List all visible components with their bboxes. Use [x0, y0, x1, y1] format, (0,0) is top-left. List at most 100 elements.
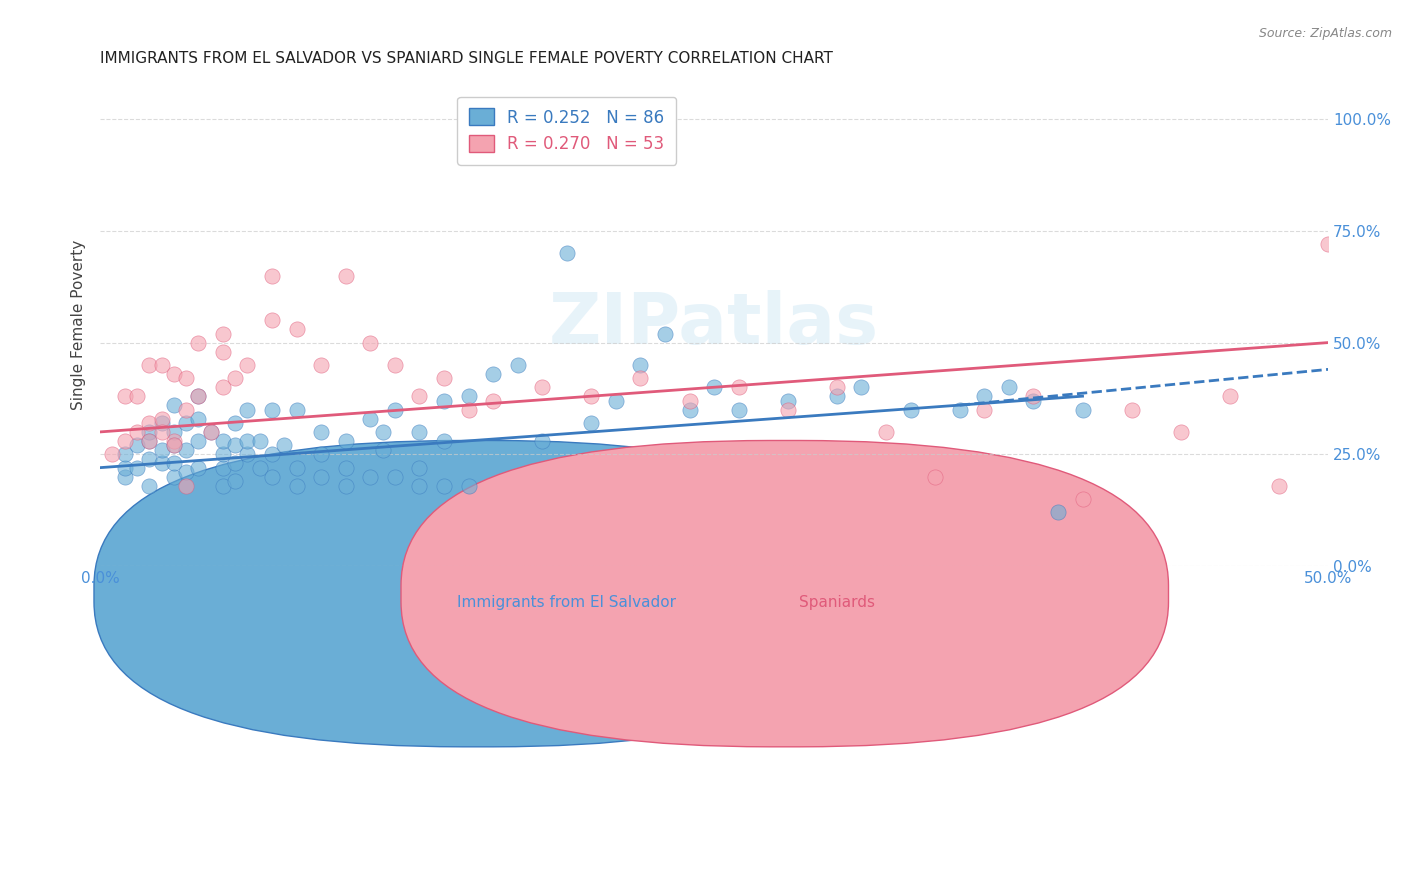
Text: ZIPatlas: ZIPatlas [550, 290, 879, 359]
Point [212, 344, 235, 359]
Point [581, 389, 603, 403]
Point [433, 393, 456, 408]
Point [174, 371, 197, 385]
Point [150, 411, 173, 425]
Point [678, 393, 700, 408]
Point [482, 367, 505, 381]
Point [776, 393, 799, 408]
Point [630, 358, 652, 372]
Point [703, 380, 725, 394]
Point [371, 442, 394, 457]
Point [138, 358, 160, 372]
Point [630, 371, 652, 385]
Point [150, 456, 173, 470]
Point [187, 389, 209, 403]
Point [236, 447, 259, 461]
Point [654, 326, 676, 341]
Point [163, 367, 186, 381]
Point [678, 402, 700, 417]
FancyBboxPatch shape [401, 441, 1168, 747]
Point [114, 469, 136, 483]
Point [949, 402, 972, 417]
Point [727, 402, 749, 417]
Point [138, 478, 160, 492]
Point [114, 447, 136, 461]
Point [138, 434, 160, 448]
Legend: R = 0.252   N = 86, R = 0.270   N = 53: R = 0.252 N = 86, R = 0.270 N = 53 [457, 96, 676, 165]
Point [212, 326, 235, 341]
Point [335, 460, 357, 475]
Point [125, 460, 148, 475]
Point [1317, 237, 1340, 252]
Point [998, 380, 1021, 394]
Point [1219, 389, 1241, 403]
Point [309, 358, 332, 372]
Point [825, 389, 848, 403]
Point [260, 447, 283, 461]
Point [174, 416, 197, 430]
Point [851, 380, 873, 394]
Point [1170, 425, 1192, 439]
Point [457, 402, 479, 417]
Point [138, 434, 160, 448]
Point [163, 456, 186, 470]
Point [200, 425, 222, 439]
Point [457, 389, 479, 403]
Point [125, 438, 148, 452]
Point [212, 478, 235, 492]
Point [138, 451, 160, 466]
Point [174, 442, 197, 457]
Point [457, 478, 479, 492]
Text: IMMIGRANTS FROM EL SALVADOR VS SPANIARD SINGLE FEMALE POVERTY CORRELATION CHART: IMMIGRANTS FROM EL SALVADOR VS SPANIARD … [100, 51, 832, 66]
Point [236, 358, 259, 372]
Point [114, 434, 136, 448]
Point [285, 322, 308, 336]
Point [900, 402, 922, 417]
Point [236, 434, 259, 448]
Point [309, 425, 332, 439]
Point [1022, 393, 1045, 408]
Point [174, 465, 197, 479]
Point [249, 460, 271, 475]
FancyBboxPatch shape [94, 441, 862, 747]
Point [174, 478, 197, 492]
Point [335, 434, 357, 448]
Point [335, 478, 357, 492]
Point [309, 447, 332, 461]
Point [727, 380, 749, 394]
Point [163, 438, 186, 452]
Point [150, 442, 173, 457]
Point [187, 389, 209, 403]
Point [1046, 505, 1069, 519]
Point [187, 434, 209, 448]
Point [433, 478, 456, 492]
Point [101, 447, 124, 461]
Point [482, 393, 505, 408]
Point [224, 371, 246, 385]
Point [273, 438, 295, 452]
Point [973, 389, 995, 403]
Point [408, 460, 430, 475]
Point [260, 313, 283, 327]
Point [224, 456, 246, 470]
Point [163, 438, 186, 452]
Point [384, 402, 406, 417]
Point [825, 380, 848, 394]
Point [359, 469, 381, 483]
Point [212, 380, 235, 394]
Point [212, 434, 235, 448]
Point [163, 434, 186, 448]
Point [249, 434, 271, 448]
Point [1071, 402, 1094, 417]
Point [285, 478, 308, 492]
Point [187, 411, 209, 425]
Point [260, 402, 283, 417]
Point [285, 460, 308, 475]
Point [285, 402, 308, 417]
Point [1268, 478, 1291, 492]
Point [605, 393, 627, 408]
Point [371, 425, 394, 439]
Point [163, 425, 186, 439]
Text: Source: ZipAtlas.com: Source: ZipAtlas.com [1258, 27, 1392, 40]
Point [408, 478, 430, 492]
